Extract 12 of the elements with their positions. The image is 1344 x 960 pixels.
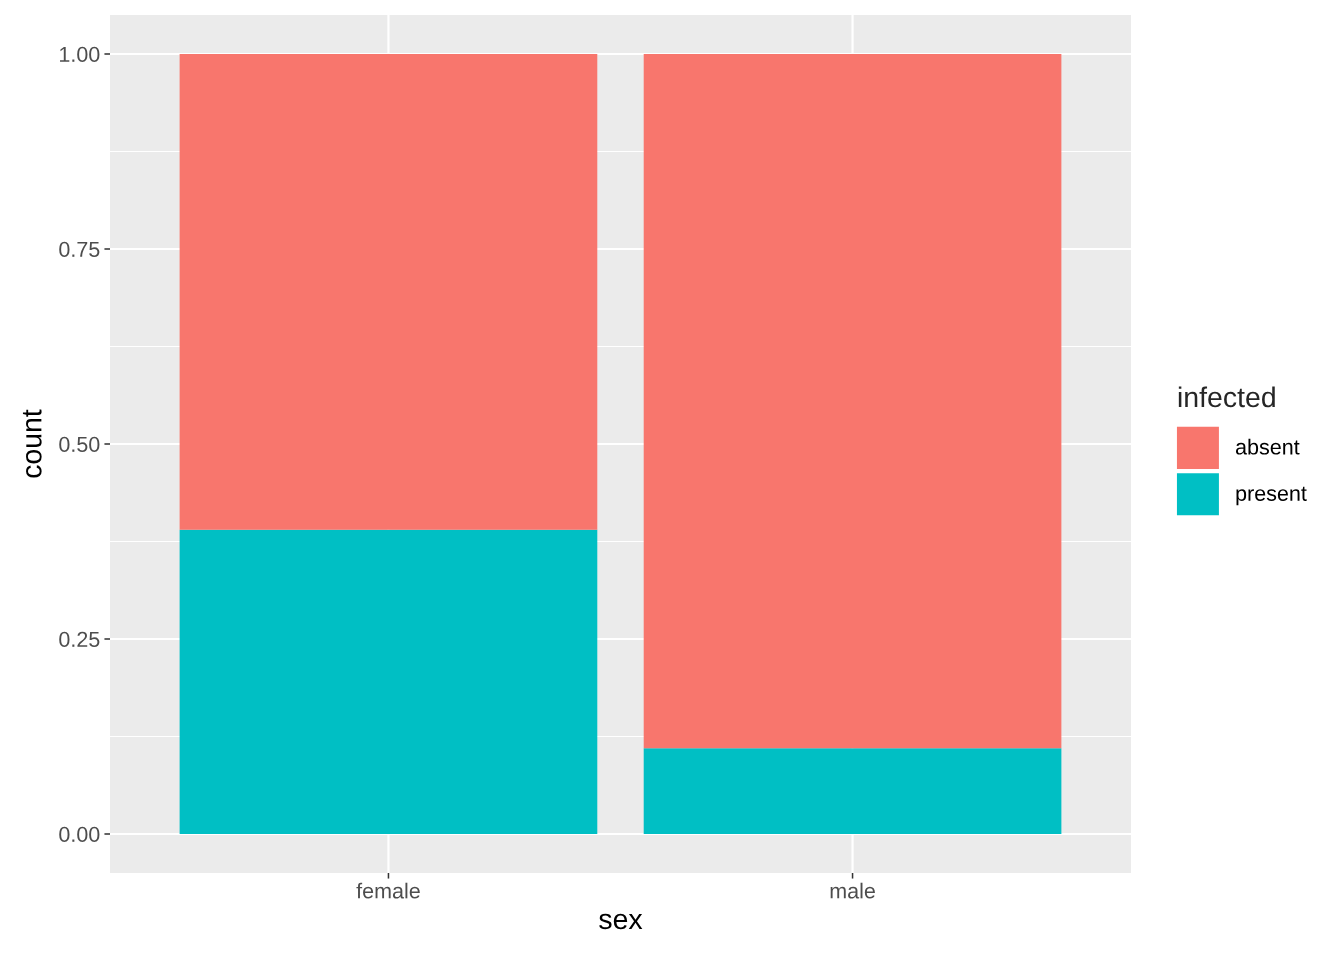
y-tick-label: 0.75 [59,241,100,258]
x-tick-label: male [830,882,875,899]
y-tick-label: 1.00 [60,46,100,63]
x-axis-title: sex [599,913,643,930]
x-tick-label: female [356,882,420,899]
y-tick-label: 0.50 [59,436,100,453]
legend-label: absent [1235,438,1300,455]
y-tick-label: 0.25 [59,631,100,648]
y-axis-title: count [22,409,42,478]
y-tick-label: 0.00 [59,826,100,843]
legend-title: infected [1178,386,1275,408]
legend-label: present [1236,486,1307,506]
